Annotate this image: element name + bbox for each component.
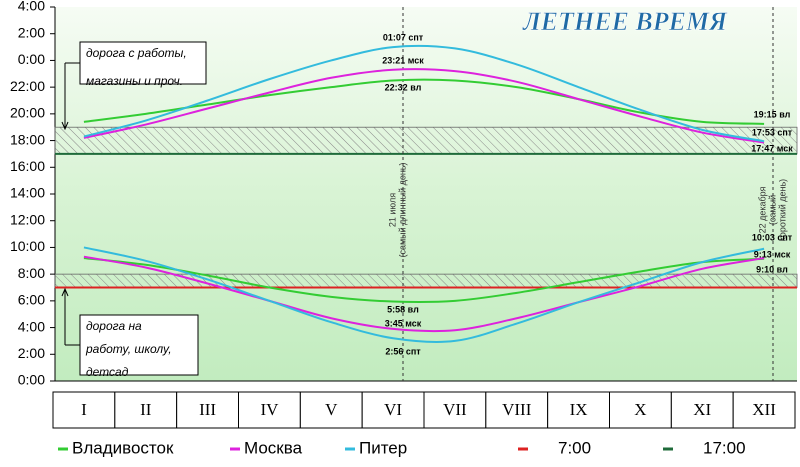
month-cell xyxy=(238,391,301,429)
annotation: 9:13 мск xyxy=(754,249,791,259)
legend-label: 17:00 xyxy=(703,438,746,457)
y-tick-label: 22:00 xyxy=(10,78,45,94)
annotation: 22:32 вл xyxy=(385,82,422,92)
line-sunset xyxy=(83,44,765,143)
note-text: детсад xyxy=(86,365,129,379)
month-cell xyxy=(176,391,240,429)
marker-label: (самый длинный день) xyxy=(397,162,407,257)
month-cell xyxy=(670,391,734,429)
line-sunrise xyxy=(83,246,765,343)
note-arrowhead xyxy=(61,121,69,131)
y-tick-label: 0:00 xyxy=(18,51,45,67)
x-tick-label: IV xyxy=(260,400,279,419)
x-tick-label: VIII xyxy=(502,400,532,419)
annotation: 9:10 вл xyxy=(756,264,788,274)
legend-label: Питер xyxy=(359,438,407,457)
marker-label: (самый xyxy=(767,195,777,225)
month-cell xyxy=(485,391,549,429)
y-tick-label: 2:00 xyxy=(18,24,45,40)
y-tick-label: 4:00 xyxy=(18,0,45,14)
annotation: 17:47 мск xyxy=(751,143,793,153)
note-text: дорога на xyxy=(86,319,142,333)
x-tick-label: II xyxy=(140,400,152,419)
note-text: работу, школу, xyxy=(85,342,172,356)
line-sunset xyxy=(83,78,765,125)
y-tick-label: 4:00 xyxy=(18,318,45,334)
note-box xyxy=(79,314,199,376)
x-tick-label: VI xyxy=(384,400,402,419)
legend-label: Владивосток xyxy=(72,438,174,457)
annotation: 23:21 мск xyxy=(382,55,424,65)
note-text: магазины и проч. xyxy=(86,74,183,88)
line-sunset xyxy=(83,68,765,144)
y-tick-label: 8:00 xyxy=(18,265,45,281)
x-tick-label: I xyxy=(81,400,87,419)
x-tick-label: III xyxy=(199,400,216,419)
note-text: дорога с работы, xyxy=(86,46,187,60)
annotation: 17:53 спт xyxy=(752,127,793,137)
annotation: 10:03 спт xyxy=(752,232,793,242)
month-cell xyxy=(52,391,116,429)
x-tick-label: VII xyxy=(443,400,467,419)
hatched-band xyxy=(54,273,798,288)
y-tick-label: 6:00 xyxy=(18,292,45,308)
month-cell xyxy=(732,391,796,429)
annotation: 3:45 мск xyxy=(385,318,422,328)
x-tick-label: IX xyxy=(570,400,588,419)
y-tick-label: 12:00 xyxy=(10,211,45,227)
x-tick-label: XI xyxy=(693,400,711,419)
note-box xyxy=(79,41,207,85)
line-sunrise xyxy=(83,257,765,303)
month-cell xyxy=(547,391,611,429)
y-tick-label: 16:00 xyxy=(10,158,45,174)
annotation: 01:07 спт xyxy=(383,32,424,42)
hatched-band xyxy=(54,126,798,155)
marker-label: короткий день) xyxy=(777,179,787,241)
annotation: 2:56 спт xyxy=(385,346,421,356)
line-sunrise xyxy=(83,255,765,333)
annotation: 19:15 вл xyxy=(754,109,791,119)
note-arrowhead xyxy=(61,287,69,297)
x-tick-label: XII xyxy=(752,400,776,419)
month-cell xyxy=(609,391,672,429)
y-tick-label: 0:00 xyxy=(18,372,45,388)
x-tick-label: V xyxy=(325,400,338,419)
chart-title: ЛЕТНЕЕ ВРЕМЯ xyxy=(522,7,728,36)
legend-label: 7:00 xyxy=(558,438,591,457)
y-tick-label: 2:00 xyxy=(18,345,45,361)
marker-label: 21 июля xyxy=(387,193,397,227)
x-tick-label: X xyxy=(634,400,646,419)
marker-label: 22 декабря xyxy=(757,186,767,233)
legend-label: Москва xyxy=(244,438,303,457)
y-tick-label: 14:00 xyxy=(10,185,45,201)
y-tick-label: 10:00 xyxy=(10,238,45,254)
y-tick-label: 20:00 xyxy=(10,105,45,121)
y-tick-label: 18:00 xyxy=(10,131,45,147)
annotation: 5:58 вл xyxy=(387,304,419,314)
month-cell xyxy=(114,391,178,429)
